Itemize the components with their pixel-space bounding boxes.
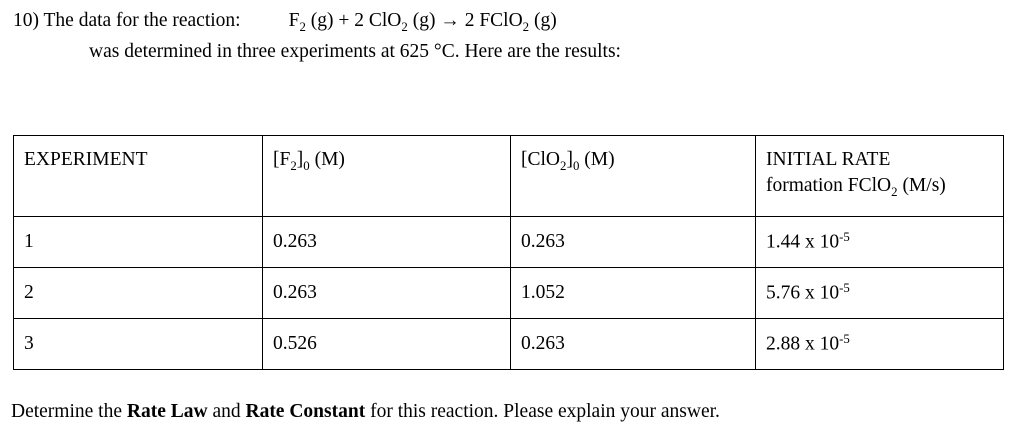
table-row: 2 0.263 1.052 5.76 x 10-5 [13,267,1004,319]
table-row: 1 0.263 0.263 1.44 x 10-5 [13,216,1004,268]
column-header-initial-rate: INITIAL RATE formation FClO2 (M/s) [755,135,1004,217]
cell-experiment-number: 1 [13,216,263,268]
cell-clo2-concentration: 0.263 [510,318,756,370]
table-header-row: EXPERIMENT [F2]0 (M) [ClO2]0 (M) INITIAL… [13,135,1004,217]
column-header-f2-initial: [F2]0 (M) [262,135,511,217]
cell-f2-concentration: 0.263 [262,216,511,268]
problem-context: was determined in three experiments at 6… [89,41,621,62]
reaction-equation: F2 (g) + 2 ClO2 (g) → 2 FClO2 (g) [288,10,557,34]
experiment-data-table: EXPERIMENT [F2]0 (M) [ClO2]0 (M) INITIAL… [13,135,1004,370]
cell-clo2-concentration: 0.263 [510,216,756,268]
table-row: 3 0.526 0.263 2.88 x 10-5 [13,318,1004,370]
cell-experiment-number: 3 [13,318,263,370]
cell-initial-rate: 1.44 x 10-5 [755,216,1004,268]
cell-initial-rate: 5.76 x 10-5 [755,267,1004,319]
column-header-experiment: EXPERIMENT [13,135,263,217]
cell-experiment-number: 2 [13,267,263,319]
instruction-text: Determine the Rate Law and Rate Constant… [11,401,720,422]
cell-initial-rate: 2.88 x 10-5 [755,318,1004,370]
cell-f2-concentration: 0.263 [262,267,511,319]
column-header-clo2-initial: [ClO2]0 (M) [510,135,756,217]
cell-clo2-concentration: 1.052 [510,267,756,319]
cell-f2-concentration: 0.526 [262,318,511,370]
problem-statement: 10) The data for the reaction: F2 (g) + 2… [13,10,557,35]
problem-number-intro: 10) The data for the reaction: [13,10,241,31]
